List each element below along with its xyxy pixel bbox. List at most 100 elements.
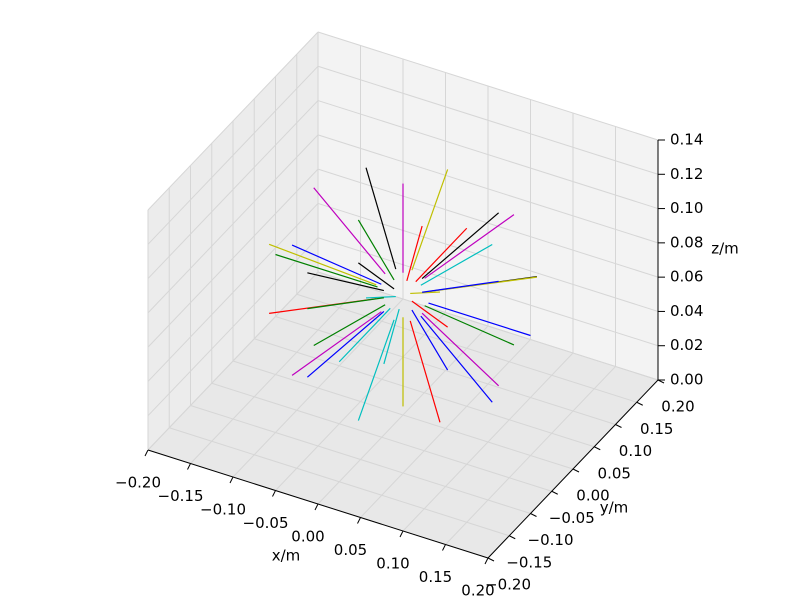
line-segment xyxy=(411,169,449,271)
line-segment xyxy=(428,302,531,337)
z-grid-line xyxy=(147,203,319,382)
line-segment xyxy=(291,311,382,376)
z-grid-line xyxy=(317,271,659,381)
y-tick xyxy=(594,446,601,451)
z-grid-line xyxy=(317,168,659,278)
y-tick-label: 0.10 xyxy=(619,442,652,460)
x-tick-label: −0.05 xyxy=(243,514,289,532)
x-tick-label: −0.10 xyxy=(200,501,246,519)
line-segment xyxy=(313,187,386,275)
z-grid-line xyxy=(147,65,319,245)
z-tick-label: 0.14 xyxy=(670,131,703,149)
line-segment xyxy=(424,214,515,279)
y-tick xyxy=(509,535,516,540)
z-tick-label: 0.08 xyxy=(670,233,703,251)
line-segment xyxy=(357,319,395,421)
x-tick xyxy=(229,476,234,484)
y-axis-label: y/m xyxy=(600,499,629,517)
line-segment xyxy=(365,167,397,270)
y-grid-line xyxy=(232,360,574,470)
line-segment xyxy=(409,320,441,423)
y-grid-line xyxy=(296,293,637,403)
line-segment xyxy=(313,304,386,347)
y-grid-line xyxy=(211,382,552,492)
x-tick xyxy=(357,517,361,524)
z-grid-line xyxy=(147,237,319,417)
z-grid-line xyxy=(147,31,319,211)
x-tick-label: 0.10 xyxy=(376,555,409,573)
line-segment xyxy=(424,305,515,346)
y-grid-line xyxy=(254,338,595,448)
line-segment xyxy=(411,309,449,371)
line-segment xyxy=(415,227,468,283)
x-tick xyxy=(314,503,319,511)
x-tick xyxy=(442,544,446,551)
y-grid-line xyxy=(169,427,510,537)
x-tick xyxy=(399,530,404,538)
y-tick-label: 0.05 xyxy=(598,464,631,482)
y-tick-label: −0.15 xyxy=(506,553,552,571)
z-axis-label: z/m xyxy=(711,240,739,258)
line-segment xyxy=(307,297,384,310)
line-segment xyxy=(357,219,395,281)
line-segment xyxy=(411,300,448,328)
z-grid-line xyxy=(317,134,659,244)
y-tick-label: 0.20 xyxy=(661,398,694,416)
y-tick-label: 0.00 xyxy=(576,487,609,505)
x-tick xyxy=(272,490,276,497)
y-axis-line xyxy=(487,379,659,559)
z-tick-label: 0.12 xyxy=(670,165,703,183)
line-segment xyxy=(422,280,499,293)
line-segment xyxy=(410,291,441,295)
x-tick-label: 0.05 xyxy=(334,541,367,559)
x-axis-line xyxy=(147,449,489,559)
x-tick-label: −0.15 xyxy=(158,487,204,505)
line-segment xyxy=(307,272,385,292)
y-tick-label: −0.05 xyxy=(549,509,595,527)
z-tick-label: 0.10 xyxy=(670,199,703,217)
z-grid-line xyxy=(147,134,319,314)
x-tick xyxy=(187,463,191,470)
line-segment xyxy=(365,295,396,299)
line-segment xyxy=(306,310,385,378)
x-tick-label: 0.00 xyxy=(291,528,324,546)
y-grid-line xyxy=(190,405,531,514)
z-tick-label: 0.04 xyxy=(670,302,703,320)
z-grid-line xyxy=(147,100,319,279)
z-tick-label: 0.06 xyxy=(670,268,703,286)
y-tick xyxy=(487,557,495,562)
z-grid-line xyxy=(317,100,659,210)
y-tick xyxy=(551,490,558,495)
y-tick-label: 0.15 xyxy=(640,420,673,438)
line-segment xyxy=(358,262,395,290)
line-segment xyxy=(420,243,493,286)
x-axis-label: x/m xyxy=(272,547,301,565)
line-segment xyxy=(421,212,500,280)
y-tick xyxy=(615,424,622,428)
line-segment xyxy=(421,312,500,387)
z-grid-line xyxy=(317,65,659,175)
z-grid-line xyxy=(317,237,659,347)
x-tick-label: 0.20 xyxy=(461,582,494,600)
z-grid-line xyxy=(317,31,659,141)
y-tick xyxy=(636,401,643,406)
x-tick-label: 0.15 xyxy=(419,568,452,586)
z-grid-line xyxy=(147,168,319,348)
y-tick-label: −0.20 xyxy=(485,576,531,594)
z-tick-label: 0.00 xyxy=(670,371,703,389)
x-tick xyxy=(484,557,489,565)
y-tick xyxy=(572,468,580,473)
line-segment xyxy=(275,253,378,288)
z-tick-label: 0.02 xyxy=(670,336,703,354)
line-segment xyxy=(383,308,400,365)
z-grid-line xyxy=(147,271,319,451)
y-tick-label: −0.10 xyxy=(528,531,574,549)
line-segment xyxy=(291,244,382,285)
y-tick xyxy=(530,513,537,517)
line-segment xyxy=(406,225,423,282)
x-tick xyxy=(144,449,149,457)
x-tick-label: −0.20 xyxy=(115,474,161,492)
z-grid-line xyxy=(317,202,659,312)
line-segment xyxy=(420,315,493,403)
